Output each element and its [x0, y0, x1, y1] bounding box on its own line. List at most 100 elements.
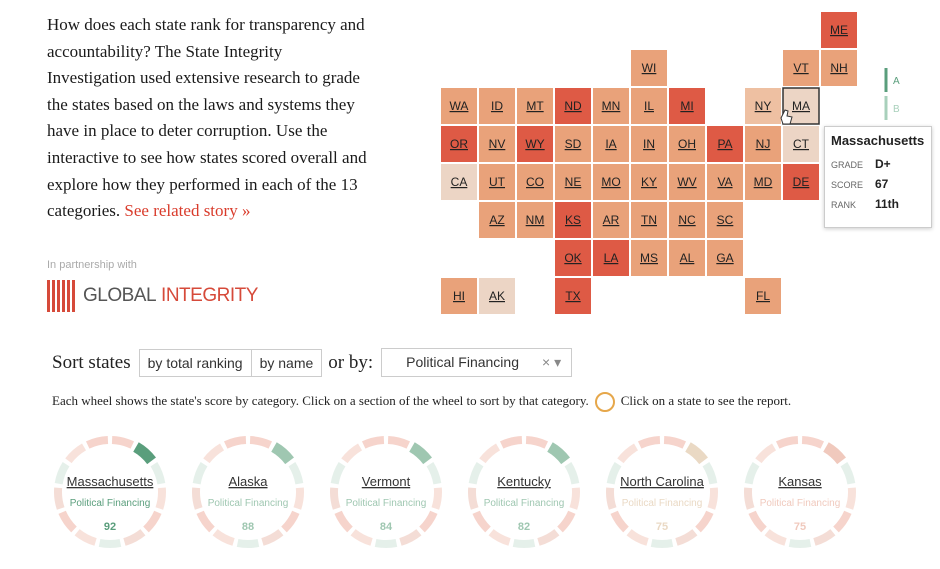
- state-tile[interactable]: FL: [745, 278, 781, 314]
- state-tile[interactable]: IA: [593, 126, 629, 162]
- state-tile[interactable]: OR: [441, 126, 477, 162]
- wheel-segment[interactable]: [74, 529, 97, 546]
- wheel-segment[interactable]: [330, 487, 341, 510]
- wheel-segment[interactable]: [775, 436, 799, 449]
- state-tile[interactable]: PA: [707, 126, 743, 162]
- state-tile[interactable]: IN: [631, 126, 667, 162]
- state-tile[interactable]: MN: [593, 88, 629, 124]
- state-tile[interactable]: KS: [555, 202, 591, 238]
- score-wheel[interactable]: North Carolina Political Financing 75: [606, 436, 718, 548]
- wheel-segment[interactable]: [123, 529, 146, 546]
- wheel-segment[interactable]: [288, 462, 304, 485]
- state-tile[interactable]: OK: [555, 240, 591, 276]
- wheel-segment[interactable]: [702, 462, 718, 485]
- wheel-segment[interactable]: [54, 487, 65, 510]
- wheel-segment[interactable]: [192, 487, 203, 510]
- state-tile[interactable]: MT: [517, 88, 553, 124]
- state-tile[interactable]: KY: [631, 164, 667, 200]
- state-tile[interactable]: NM: [517, 202, 553, 238]
- wheel-segment[interactable]: [150, 462, 166, 485]
- state-tile[interactable]: LA: [593, 240, 629, 276]
- wheel-segment[interactable]: [512, 538, 536, 548]
- wheel-segment[interactable]: [488, 529, 511, 546]
- wheel-segment[interactable]: [85, 436, 109, 449]
- wheel-segment[interactable]: [788, 538, 812, 548]
- state-tile[interactable]: TX: [555, 278, 591, 314]
- state-tile[interactable]: AL: [669, 240, 705, 276]
- state-tile[interactable]: ND: [555, 88, 591, 124]
- wheel-segment[interactable]: [663, 436, 687, 449]
- wheel-segment[interactable]: [409, 442, 432, 465]
- wheel-segment[interactable]: [606, 462, 622, 485]
- state-tile[interactable]: WI: [631, 50, 667, 86]
- wheel-segment[interactable]: [419, 510, 438, 533]
- wheel-segment[interactable]: [744, 487, 755, 510]
- wheel-segment[interactable]: [547, 442, 570, 465]
- state-tile[interactable]: HI: [441, 278, 477, 314]
- state-tile[interactable]: NV: [479, 126, 515, 162]
- score-wheel[interactable]: Kentucky Political Financing 82: [468, 436, 580, 548]
- state-tile[interactable]: MO: [593, 164, 629, 200]
- score-wheel[interactable]: Vermont Political Financing 84: [330, 436, 442, 548]
- state-tile[interactable]: CO: [517, 164, 553, 200]
- wheel-segment[interactable]: [823, 442, 846, 465]
- wheel-segment[interactable]: [833, 510, 852, 533]
- wheel-segment[interactable]: [341, 443, 363, 464]
- state-tile[interactable]: GA: [707, 240, 743, 276]
- wheel-segment[interactable]: [755, 443, 777, 464]
- state-tile[interactable]: OH: [669, 126, 705, 162]
- state-tile[interactable]: IL: [631, 88, 667, 124]
- state-tile[interactable]: WY: [517, 126, 553, 162]
- state-tile[interactable]: UT: [479, 164, 515, 200]
- wheel-segment[interactable]: [650, 538, 674, 548]
- score-wheel[interactable]: Massachusetts Political Financing 92: [54, 436, 166, 548]
- score-wheel[interactable]: Alaska Political Financing 88: [192, 436, 304, 548]
- state-tile[interactable]: SC: [707, 202, 743, 238]
- wheel-segment[interactable]: [431, 487, 442, 510]
- state-tile[interactable]: NH: [821, 50, 857, 86]
- wheel-segment[interactable]: [617, 443, 639, 464]
- wheel-segment[interactable]: [468, 487, 479, 510]
- wheel-segment[interactable]: [399, 529, 422, 546]
- state-tile[interactable]: VA: [707, 164, 743, 200]
- state-tile[interactable]: AR: [593, 202, 629, 238]
- wheel-segment[interactable]: [236, 538, 260, 548]
- sort-button[interactable]: by name: [251, 348, 323, 377]
- wheel-segment[interactable]: [468, 462, 484, 485]
- wheel-segment[interactable]: [479, 443, 501, 464]
- wheel-segment[interactable]: [499, 436, 523, 449]
- sort-button[interactable]: by total ranking: [138, 348, 252, 377]
- state-tile[interactable]: AK: [479, 278, 515, 314]
- state-tile[interactable]: ID: [479, 88, 515, 124]
- wheel-segment[interactable]: [707, 487, 718, 510]
- state-tile[interactable]: NY: [745, 88, 781, 124]
- wheel-segment[interactable]: [685, 442, 708, 465]
- wheel-segment[interactable]: [54, 462, 70, 485]
- wheel-segment[interactable]: [387, 436, 411, 449]
- wheel-segment[interactable]: [637, 436, 661, 449]
- wheel-segment[interactable]: [564, 462, 580, 485]
- wheel-segment[interactable]: [334, 510, 353, 533]
- wheel-segment[interactable]: [223, 436, 247, 449]
- wheel-segment[interactable]: [557, 510, 576, 533]
- wheel-segment[interactable]: [192, 462, 208, 485]
- score-wheel[interactable]: Kansas Political Financing 75: [744, 436, 856, 548]
- wheel-segment[interactable]: [525, 436, 549, 449]
- state-tile[interactable]: MS: [631, 240, 667, 276]
- state-tile[interactable]: TN: [631, 202, 667, 238]
- category-select[interactable]: Political Financing × ▾: [381, 348, 573, 377]
- wheel-segment[interactable]: [610, 510, 629, 533]
- state-tile[interactable]: CT: [783, 126, 819, 162]
- wheel-segment[interactable]: [249, 436, 273, 449]
- wheel-segment[interactable]: [764, 529, 787, 546]
- wheel-segment[interactable]: [845, 487, 856, 510]
- state-tile[interactable]: ME: [821, 12, 857, 48]
- state-tile[interactable]: NC: [669, 202, 705, 238]
- wheel-segment[interactable]: [569, 487, 580, 510]
- wheel-segment[interactable]: [155, 487, 166, 510]
- state-tile[interactable]: SD: [555, 126, 591, 162]
- wheel-segment[interactable]: [426, 462, 442, 485]
- wheel-segment[interactable]: [361, 436, 385, 449]
- wheel-segment[interactable]: [261, 529, 284, 546]
- wheel-segment[interactable]: [271, 442, 294, 465]
